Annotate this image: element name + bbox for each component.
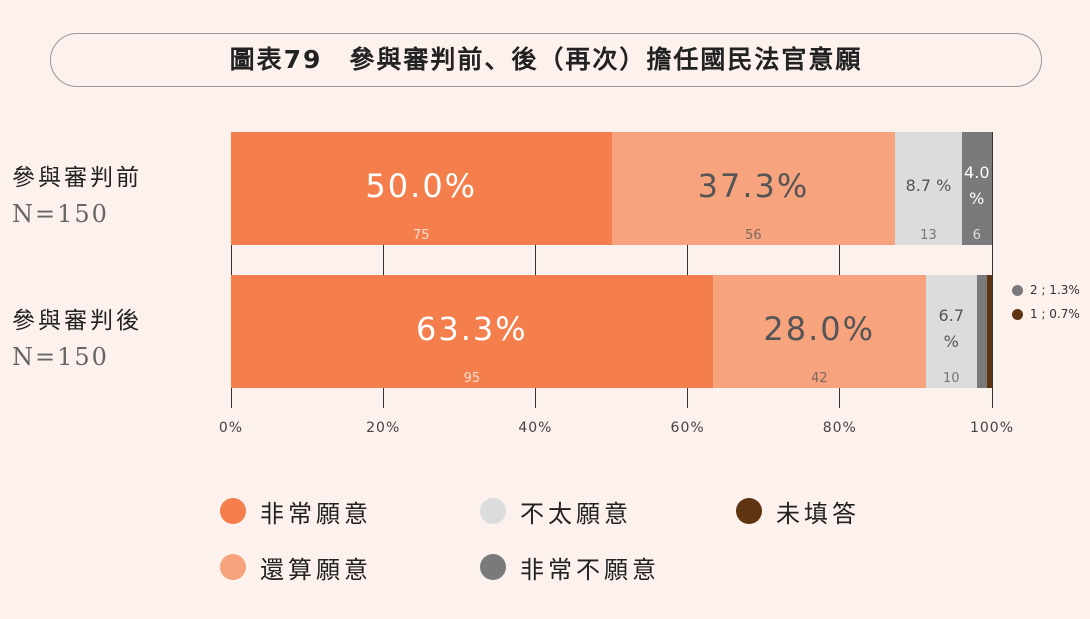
legend-label: 未填答	[776, 499, 860, 528]
legend-item: 還算願意	[220, 552, 372, 584]
legend-marker	[220, 498, 246, 524]
count-label: 10	[943, 371, 960, 386]
x-tick-label: 40%	[518, 420, 553, 436]
value-label: 6.7 %	[938, 305, 964, 351]
grid-line	[230, 132, 232, 408]
category-label: 參與審判前	[12, 165, 142, 191]
chart-title: 圖表79 參與審判前、後（再次）擔任國民法官意願	[50, 33, 1042, 87]
callout-dot	[1012, 308, 1023, 320]
legend-item: 不太願意	[480, 496, 632, 528]
count-label: 95	[463, 371, 481, 386]
legend-marker	[480, 554, 506, 580]
value-label: 28.0%	[763, 309, 876, 348]
legend-marker	[220, 554, 246, 580]
count-label: 42	[810, 371, 828, 386]
count-label: 13	[920, 228, 937, 243]
legend-label: 不太願意	[520, 499, 632, 528]
value-label: 50.0%	[365, 166, 478, 205]
grid-line	[687, 132, 689, 408]
value-label: 37.3%	[697, 166, 810, 205]
x-tick-label: 60%	[670, 420, 705, 436]
legend-marker	[736, 498, 762, 524]
count-label: 56	[745, 228, 762, 243]
legend-label: 非常不願意	[520, 555, 660, 584]
bar-segment	[895, 132, 962, 245]
bar-segment	[231, 275, 713, 388]
callout-label: 1 ; 0.7%	[1030, 307, 1080, 321]
value-label: 4.0 %	[964, 162, 990, 208]
category-note: N=150	[12, 343, 109, 371]
legend-item: 非常願意	[220, 496, 372, 528]
legend-item: 未填答	[736, 496, 860, 528]
legend-item: 非常不願意	[480, 552, 660, 584]
grid-line	[382, 132, 384, 408]
count-label: 75	[412, 228, 430, 243]
bar-segment	[961, 132, 992, 245]
value-label: 63.3%	[416, 309, 528, 348]
x-tick-label: 80%	[822, 420, 857, 436]
legend-label: 還算願意	[260, 555, 372, 584]
callout-dot	[1012, 284, 1023, 296]
count-label: 6	[972, 228, 981, 243]
legend-label: 非常願意	[260, 499, 372, 528]
bar-segment	[986, 275, 992, 388]
category-note: N=150	[12, 200, 109, 228]
bar-segment	[231, 132, 612, 245]
bar-segment	[611, 132, 896, 245]
bar-segment	[925, 275, 977, 388]
callout: 2 ; 1.3%	[1012, 283, 1080, 297]
callout-label: 2 ; 1.3%	[1030, 283, 1080, 297]
bar-segment	[976, 275, 987, 388]
callout: 1 ; 0.7%	[1012, 307, 1080, 321]
grid-line	[991, 132, 993, 408]
grid-line	[534, 132, 536, 408]
x-tick-label: 20%	[366, 420, 401, 436]
category-label: 參與審判後	[12, 308, 142, 334]
x-tick-label: 0%	[218, 420, 244, 436]
grid-line	[839, 132, 841, 408]
value-label: 8.7 %	[905, 175, 952, 195]
x-tick-label: 100%	[969, 420, 1015, 436]
legend-marker	[480, 498, 506, 524]
bar-segment	[712, 275, 926, 388]
